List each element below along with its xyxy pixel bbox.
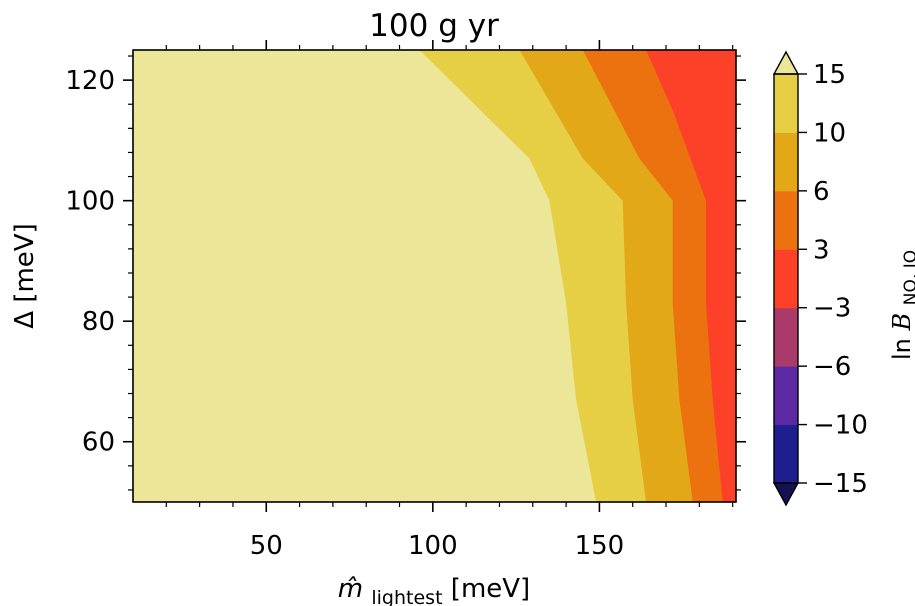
colorbar-extend-max (772, 50, 800, 75)
colorbar-extend-min (772, 482, 800, 507)
plot-frame (132, 49, 737, 503)
colorbar-band-6 (774, 74, 798, 133)
x-axis-label-subscript: lightest (371, 587, 442, 606)
colorbar-band-5 (774, 132, 798, 192)
contour-region-0 (133, 50, 597, 502)
x-tick-label: 100 (408, 531, 458, 561)
colorbar-label-subscript: NO, IO (901, 250, 915, 305)
colorbar-band-4 (774, 190, 798, 250)
colorbar-tick-label: −15 (813, 469, 868, 499)
y-axis-label: Δ [meV] (10, 223, 40, 328)
x-tick-label: 50 (250, 531, 283, 561)
chart-title: 100 g yr (369, 8, 499, 44)
colorbar-frame (773, 73, 799, 484)
colorbar-tick-label: 15 (813, 60, 846, 90)
colorbar: −15 −10 −6 −3 3 6 10 15 (772, 50, 868, 507)
x-tick-label: 150 (575, 531, 625, 561)
x-axis-label-symbol: m̂ (338, 574, 363, 604)
colorbar-tick-label: −10 (813, 411, 868, 441)
plot-area: 50 100 150 60 80 100 120 (65, 40, 746, 561)
colorbar-band-0 (774, 424, 798, 484)
colorbar-band-1 (774, 366, 798, 426)
colorbar-label-symbol: B (888, 313, 915, 332)
y-tick-label: 60 (82, 428, 115, 458)
contour-regions (133, 50, 736, 502)
colorbar-label-ln: ln (888, 338, 915, 360)
colorbar-tick-label: −3 (813, 294, 851, 324)
y-tick-label: 100 (65, 187, 115, 217)
y-tick-label: 80 (82, 307, 115, 337)
axis-ticks: 50 100 150 60 80 100 120 (65, 40, 746, 561)
colorbar-tick-label: −6 (813, 352, 851, 382)
x-axis-label: m̂ lightest [meV] (338, 574, 530, 606)
colorbar-tick-label: 6 (813, 177, 830, 207)
colorbar-tick-label: 10 (813, 118, 846, 148)
y-tick-label: 120 (65, 66, 115, 96)
colorbar-band-3 (774, 249, 798, 309)
colorbar-label: ln B NO, IO (888, 250, 915, 360)
colorbar-tick-label: 3 (813, 235, 830, 265)
colorbar-band-2 (774, 307, 798, 367)
x-axis-label-unit: [meV] (451, 574, 530, 604)
